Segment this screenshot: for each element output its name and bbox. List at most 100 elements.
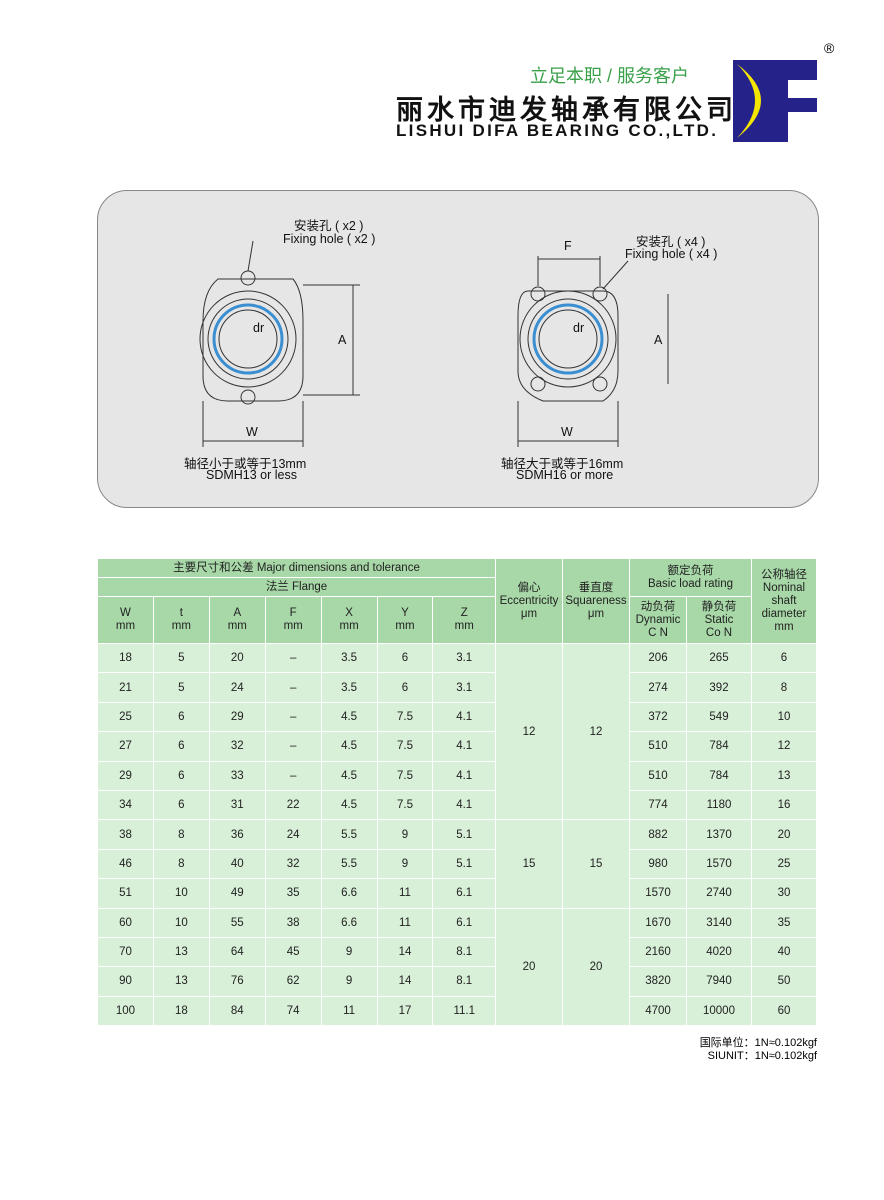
table-cell: 25 — [751, 848, 817, 880]
table-cell: 4700 — [629, 995, 687, 1027]
table-cell: 8 — [152, 848, 210, 880]
table-cell: 8.1 — [432, 936, 496, 968]
right-dim-a: A — [654, 333, 663, 347]
table-cell: 11 — [376, 907, 434, 938]
table-cell: 35 — [751, 907, 817, 938]
table-cell: 60 — [751, 995, 817, 1027]
table-cell: 16 — [751, 789, 817, 821]
table-row: 70 13 64 45 9 14 8.1 2160 4020 40 — [97, 936, 817, 968]
table-row: 18 5 20–3.5 6 3.1 12 12 206 265 6 — [97, 642, 817, 821]
table-cell: 6.6 — [320, 878, 378, 909]
table-cell: 6.1 — [432, 907, 496, 938]
table-cell: 882 — [629, 819, 687, 850]
header-eccentricity: 偏心 Eccentricity μm — [495, 558, 563, 644]
table-cell: 10000 — [686, 995, 752, 1027]
table-cell: 5.1 — [432, 819, 496, 850]
table-cell: 11 — [376, 878, 434, 909]
unit-note: 国际单位：1N≈0.102kgf SIUNIT：1N≈0.102kgf — [700, 1037, 817, 1063]
table-cell: 15 — [495, 819, 563, 909]
left-hole-label-cn: 安装孔 ( x2 ) — [294, 219, 364, 233]
table-cell: 274 — [629, 672, 687, 703]
table-cell: – — [264, 701, 322, 733]
table-cell: 1670 — [629, 907, 687, 938]
table-cell: 60 — [97, 907, 154, 938]
table-cell: 784 — [686, 760, 752, 791]
table-cell: 6 — [376, 642, 434, 674]
table-cell: 55 — [208, 907, 266, 938]
table-row: 100 18 84 74 11 17 11.1 4700 10000 60 — [97, 995, 817, 1027]
table-cell: 29 — [208, 701, 266, 733]
table-cell: 9 — [376, 819, 434, 850]
header-flange: 法兰 Flange — [97, 577, 496, 597]
right-dim-dr: dr — [573, 321, 585, 335]
table-cell: 49 — [208, 878, 266, 909]
left-dim-dr: dr — [253, 321, 265, 335]
diagram-panel: 安装孔 ( x2 ) Fixing hole ( x2 ) A W dr 轴径小… — [97, 190, 819, 508]
table-cell: 38 — [264, 907, 322, 938]
table-cell: 980 — [629, 848, 687, 880]
table-cell: 62 — [264, 966, 322, 997]
table-cell: – — [264, 760, 322, 791]
table-cell: 20 — [495, 907, 563, 1027]
table-cell: 7.5 — [376, 760, 434, 791]
table-cell: 6 — [376, 672, 434, 703]
table-cell: 30 — [751, 878, 817, 909]
header-nominal: 公称轴径 Nominal shaft diameter mm — [751, 558, 817, 644]
table-cell: 21 — [97, 672, 154, 703]
table-cell: 3.5 — [320, 642, 378, 674]
table-cell: 392 — [686, 672, 752, 703]
table-cell: 29 — [97, 760, 154, 791]
table-cell: 40 — [208, 848, 266, 880]
table-cell: 5 — [152, 672, 210, 703]
table-cell: 70 — [97, 936, 154, 968]
table-cell: 3140 — [686, 907, 752, 938]
table-cell: 32 — [208, 731, 266, 762]
table-cell: 35 — [264, 878, 322, 909]
table-cell: 9 — [376, 848, 434, 880]
table-cell: 6 — [152, 701, 210, 733]
table-cell: 4.1 — [432, 760, 496, 791]
table-cell: 5.5 — [320, 819, 378, 850]
left-caption-en: SDMH13 or less — [206, 468, 297, 482]
table-cell: 27 — [97, 731, 154, 762]
right-hole-label-cn: 安装孔 ( x4 ) — [636, 235, 706, 249]
table-cell: 11.1 — [432, 995, 496, 1027]
table-cell: 17 — [376, 995, 434, 1027]
table-cell: 31 — [208, 789, 266, 821]
header-static: 静负荷 Static Co N — [686, 596, 752, 644]
table-cell: 7.5 — [376, 701, 434, 733]
table-cell: 38 — [97, 819, 154, 850]
table-cell: 1570 — [629, 878, 687, 909]
table-cell: 45 — [264, 936, 322, 968]
table-cell: 18 — [152, 995, 210, 1027]
table-cell: 36 — [208, 819, 266, 850]
table-cell: 46 — [97, 848, 154, 880]
table-cell: 7.5 — [376, 789, 434, 821]
left-caption-cn: 轴径小于或等于13mm — [184, 457, 307, 471]
table-cell: 4.5 — [320, 760, 378, 791]
table-cell: 14 — [376, 936, 434, 968]
table-cell: 34 — [97, 789, 154, 821]
right-dim-f: F — [564, 239, 572, 253]
registered-mark: ® — [824, 40, 835, 56]
table-cell: 6 — [152, 789, 210, 821]
table-cell: 12 — [751, 731, 817, 762]
table-cell: 8 — [751, 672, 817, 703]
table-cell: 9 — [320, 936, 378, 968]
table-cell: 13 — [152, 966, 210, 997]
table-cell: 4.5 — [320, 789, 378, 821]
table-cell: 7.5 — [376, 731, 434, 762]
table-row: 90 13 76 62 9 14 8.1 3820 7940 50 — [97, 966, 817, 997]
table-cell: 10 — [152, 907, 210, 938]
table-cell: 13 — [152, 936, 210, 968]
table-cell: 25 — [97, 701, 154, 733]
table-cell: 9 — [320, 966, 378, 997]
unit-note-en: SIUNIT：1N≈0.102kgf — [707, 1050, 817, 1062]
header-col: t mm — [152, 596, 210, 644]
table-row: 38 8 36 24 5.5 9 5.1 15 15 882 1370 20 — [97, 819, 817, 909]
table-cell: 11 — [320, 995, 378, 1027]
